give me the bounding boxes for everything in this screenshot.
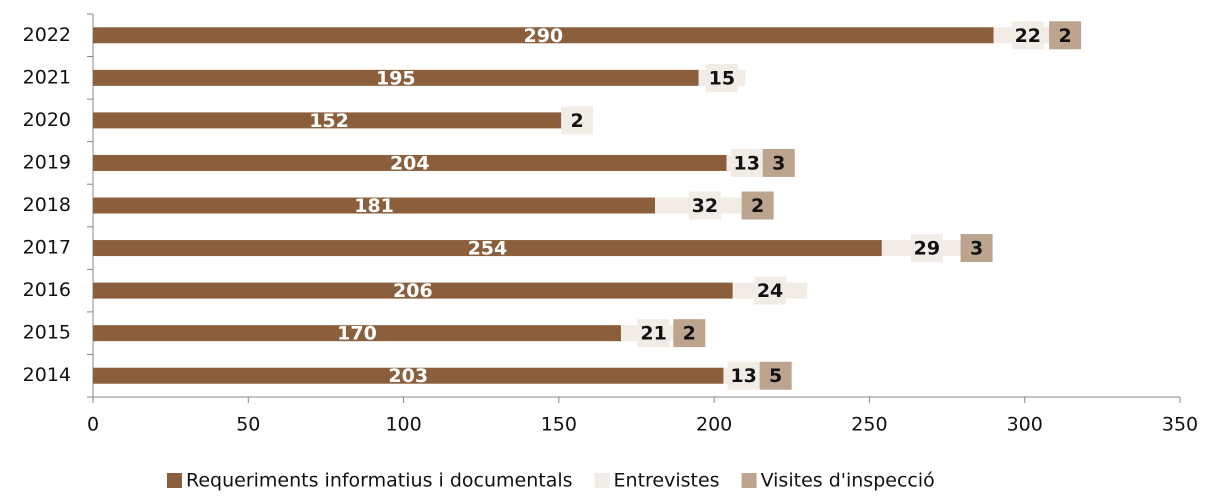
data-label: 2 xyxy=(751,195,764,217)
label-box xyxy=(741,191,774,220)
label-box xyxy=(727,361,760,390)
label-box xyxy=(960,234,993,263)
legend-label: Visites d'inspecció xyxy=(761,470,935,492)
legend-swatch xyxy=(741,473,757,488)
label-box xyxy=(1011,21,1044,50)
data-label: 13 xyxy=(730,365,756,387)
x-tick-label: 50 xyxy=(236,414,260,436)
data-label: 2 xyxy=(570,110,583,132)
x-tick-label: 100 xyxy=(385,414,421,436)
label-box xyxy=(673,319,706,348)
label-box xyxy=(910,234,943,263)
data-label: 195 xyxy=(376,67,416,89)
label-box xyxy=(1049,21,1082,50)
data-label: 22 xyxy=(1015,25,1041,47)
y-tick-label: 2021 xyxy=(23,66,71,88)
data-label: 13 xyxy=(734,152,760,174)
bar-segment xyxy=(93,69,699,86)
y-tick-label: 2020 xyxy=(23,109,71,131)
legend-swatch xyxy=(167,473,182,488)
data-label: 5 xyxy=(769,365,782,387)
data-label: 3 xyxy=(772,152,785,174)
label-box xyxy=(688,191,721,220)
bar-segment xyxy=(93,325,621,342)
label-box xyxy=(637,319,670,348)
x-tick-label: 300 xyxy=(1007,414,1043,436)
data-label: 2 xyxy=(1058,25,1071,47)
data-label: 204 xyxy=(390,152,430,174)
data-label: 24 xyxy=(757,280,783,302)
label-box xyxy=(561,106,594,135)
data-label: 170 xyxy=(337,323,377,345)
label-box xyxy=(730,148,763,177)
data-label: 21 xyxy=(640,323,666,345)
x-tick-label: 250 xyxy=(851,414,887,436)
x-tick-label: 150 xyxy=(541,414,577,436)
y-tick-label: 2014 xyxy=(23,364,71,386)
y-tick-label: 2018 xyxy=(23,194,71,216)
data-label: 29 xyxy=(914,238,940,260)
bar-segment xyxy=(93,367,724,384)
label-box xyxy=(705,63,738,92)
x-tick-label: 200 xyxy=(696,414,732,436)
bar-segment xyxy=(93,282,733,299)
bar-segment xyxy=(93,197,656,214)
x-tick-label: 350 xyxy=(1162,414,1198,436)
bar-segment xyxy=(93,154,727,171)
y-tick-label: 2016 xyxy=(23,279,71,301)
legend-label: Entrevistes xyxy=(614,470,720,492)
data-label: 3 xyxy=(970,238,983,260)
bar-segment xyxy=(93,112,566,129)
data-label: 203 xyxy=(388,365,428,387)
data-label: 2 xyxy=(683,323,696,345)
bar-segment xyxy=(93,27,994,44)
data-label: 181 xyxy=(354,195,394,217)
legend-swatch xyxy=(594,473,610,488)
y-tick-label: 2019 xyxy=(23,151,71,173)
legend-label: Requeriments informatius i documentals xyxy=(186,470,573,492)
data-label: 206 xyxy=(393,280,433,302)
data-label: 290 xyxy=(523,25,563,47)
data-label: 254 xyxy=(468,238,508,260)
data-label: 32 xyxy=(692,195,718,217)
label-box xyxy=(762,148,795,177)
y-tick-label: 2015 xyxy=(23,322,71,344)
bar-segment xyxy=(93,240,882,257)
label-box xyxy=(754,276,787,305)
y-tick-label: 2022 xyxy=(23,24,71,46)
data-label: 152 xyxy=(309,110,349,132)
y-tick-label: 2017 xyxy=(23,237,71,259)
x-tick-label: 0 xyxy=(87,414,99,436)
data-label: 15 xyxy=(709,67,735,89)
label-box xyxy=(759,361,792,390)
